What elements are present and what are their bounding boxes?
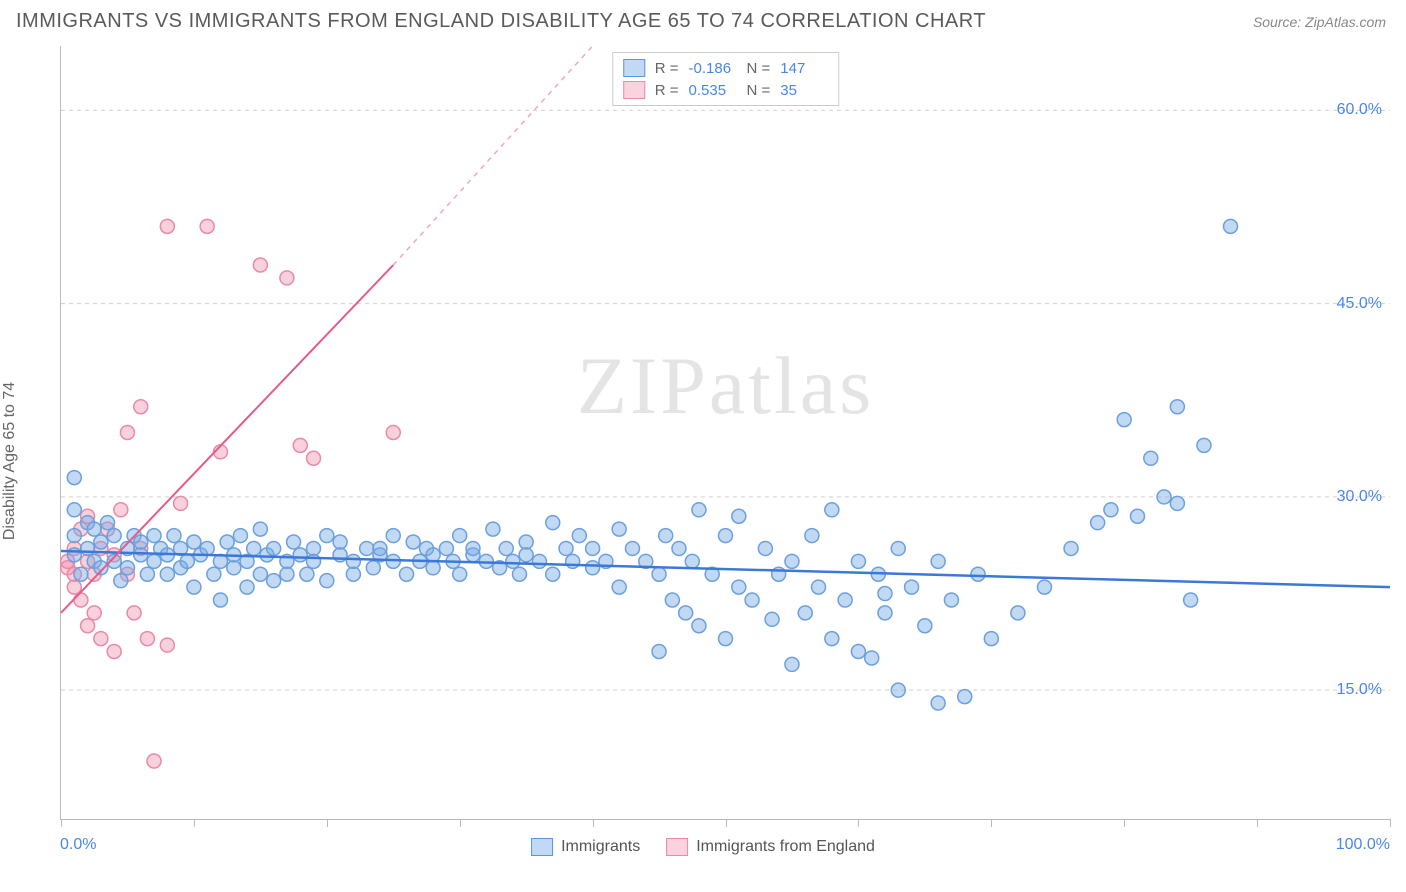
legend-item-blue: Immigrants: [531, 838, 640, 856]
swatch-blue-icon: [531, 838, 553, 856]
x-tick: [991, 819, 992, 827]
chart-source: Source: ZipAtlas.com: [1253, 14, 1386, 30]
stat-r-blue: -0.186: [689, 60, 737, 77]
x-tick: [858, 819, 859, 827]
stat-n-blue: 147: [780, 60, 828, 77]
x-tick: [593, 819, 594, 827]
stat-n-label: N =: [747, 82, 771, 99]
swatch-pink-icon: [623, 81, 645, 99]
legend-item-pink: Immigrants from England: [666, 838, 875, 856]
stat-n-label: N =: [747, 60, 771, 77]
x-tick: [460, 819, 461, 827]
x-axis-min-label: 0.0%: [60, 836, 96, 854]
y-tick-label: 15.0%: [1337, 681, 1382, 699]
x-tick: [61, 819, 62, 827]
swatch-blue-icon: [623, 59, 645, 77]
y-tick-label: 45.0%: [1337, 295, 1382, 313]
swatch-pink-icon: [666, 838, 688, 856]
x-axis-max-label: 100.0%: [1336, 836, 1390, 854]
y-tick-label: 30.0%: [1337, 488, 1382, 506]
x-tick: [327, 819, 328, 827]
x-tick: [726, 819, 727, 827]
chart-title: IMMIGRANTS VS IMMIGRANTS FROM ENGLAND DI…: [16, 10, 986, 33]
chart-container: Disability Age 65 to 74 ZIPatlas R = -0.…: [16, 46, 1390, 876]
x-tick: [194, 819, 195, 827]
y-tick-label: 60.0%: [1337, 101, 1382, 119]
stat-r-pink: 0.535: [689, 82, 737, 99]
stat-r-label: R =: [655, 82, 679, 99]
x-tick: [1124, 819, 1125, 827]
stat-r-label: R =: [655, 60, 679, 77]
x-tick: [1390, 819, 1391, 827]
x-tick: [1257, 819, 1258, 827]
stat-n-pink: 35: [780, 82, 828, 99]
plot-svg: [61, 46, 1390, 819]
legend-label-blue: Immigrants: [561, 838, 640, 856]
stats-legend: R = -0.186 N = 147 R = 0.535 N = 35: [612, 52, 840, 106]
legend-label-pink: Immigrants from England: [696, 838, 875, 856]
y-axis-label: Disability Age 65 to 74: [1, 382, 19, 540]
stats-row-pink: R = 0.535 N = 35: [623, 79, 829, 101]
plot-area: ZIPatlas R = -0.186 N = 147 R = 0.535 N …: [60, 46, 1390, 820]
series-legend: Immigrants Immigrants from England: [531, 838, 875, 856]
stats-row-blue: R = -0.186 N = 147: [623, 57, 829, 79]
